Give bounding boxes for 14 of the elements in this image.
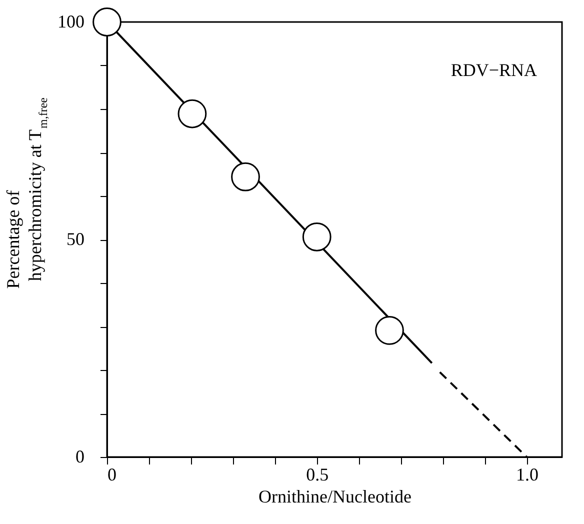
point <box>92 8 122 36</box>
x-tick-label: 1.0 <box>516 464 538 484</box>
annotation: RDV−RNA <box>450 60 537 80</box>
point <box>231 162 260 192</box>
point <box>178 99 207 128</box>
y-tick-label: 50 <box>66 229 84 249</box>
y-tick-label: 0 <box>76 446 84 466</box>
x-tick-label: 0 <box>108 464 116 484</box>
point <box>302 222 332 252</box>
x-axis-title: Ornithine/Nucleotide <box>258 486 412 506</box>
y-tick-label: 100 <box>58 12 84 32</box>
y-axis-title: Percentage of hyperchromicity at Tm,free <box>3 98 50 289</box>
x-tick-label: 0.5 <box>306 464 329 484</box>
point <box>375 316 404 345</box>
